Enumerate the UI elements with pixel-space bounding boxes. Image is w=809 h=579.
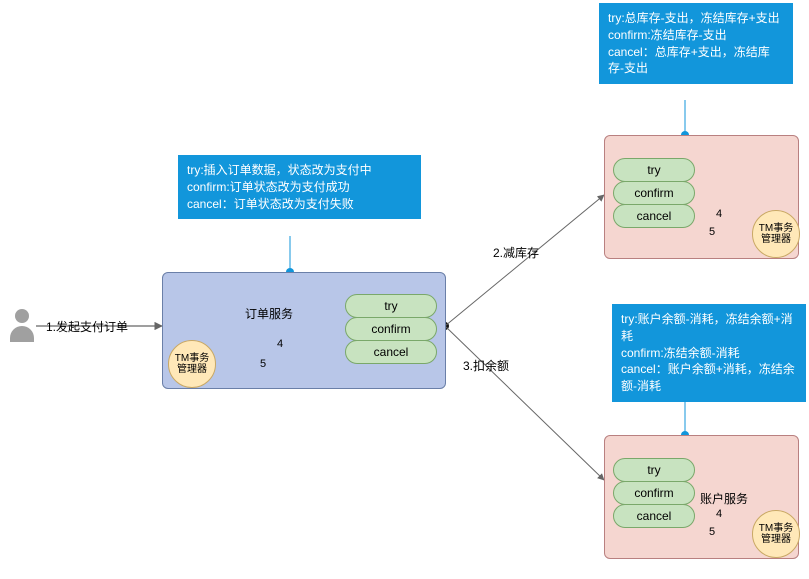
edge-num-order-cancel: 5 [260, 358, 266, 370]
edge-num-stock-cancel: 5 [709, 226, 715, 238]
stock-tm-badge: TM事务 管理器 [752, 210, 800, 258]
order-pill-stack: try confirm cancel [345, 294, 437, 363]
order-pill-confirm: confirm [345, 317, 437, 341]
stock-tm-l1: TM事务 [759, 223, 793, 234]
note-stock-line1: try:总库存-支出，冻结库存+支出 [608, 10, 784, 27]
note-order: try:插入订单数据，状态改为支付中 confirm:订单状态改为支付成功 ca… [178, 155, 421, 219]
label-order-service: 订单服务 [245, 305, 293, 322]
note-order-line2: confirm:订单状态改为支付成功 [187, 179, 412, 196]
note-account: try:账户余额-消耗，冻结余额+消耗 confirm:冻结余额-消耗 canc… [612, 304, 806, 402]
stock-pill-confirm: confirm [613, 181, 695, 205]
stock-pill-cancel: cancel [613, 204, 695, 228]
stock-pill-try: try [613, 158, 695, 182]
account-pill-try: try [613, 458, 695, 482]
label-account-service: 账户服务 [700, 490, 748, 507]
edge-num-account-cancel: 5 [709, 526, 715, 538]
account-tm-l2: 管理器 [759, 534, 793, 545]
label-start: 1.发起支付订单 [46, 318, 128, 335]
order-tm-l2: 管理器 [175, 364, 209, 375]
label-deduct-balance: 3.扣余额 [463, 357, 509, 374]
stock-pill-stack: try confirm cancel [613, 158, 695, 227]
note-account-line2: confirm:冻结余额-消耗 [621, 345, 797, 362]
note-stock: try:总库存-支出，冻结库存+支出 confirm:冻结库存-支出 cance… [599, 3, 793, 84]
order-tm-l1: TM事务 [175, 353, 209, 364]
account-pill-cancel: cancel [613, 504, 695, 528]
note-order-line1: try:插入订单数据，状态改为支付中 [187, 162, 412, 179]
edge-num-account-confirm: 4 [716, 508, 722, 520]
note-order-line3: cancel：订单状态改为支付失败 [187, 196, 412, 213]
note-stock-line3: cancel：总库存+支出，冻结库存-支出 [608, 44, 784, 78]
order-tm-badge: TM事务 管理器 [168, 340, 216, 388]
stock-tm-l2: 管理器 [759, 234, 793, 245]
note-account-line1: try:账户余额-消耗，冻结余额+消耗 [621, 311, 797, 345]
actor-icon [10, 309, 34, 342]
order-pill-cancel: cancel [345, 340, 437, 364]
order-pill-try: try [345, 294, 437, 318]
note-stock-line2: confirm:冻结库存-支出 [608, 27, 784, 44]
note-account-line3: cancel：账户余额+消耗，冻结余额-消耗 [621, 361, 797, 395]
account-pill-confirm: confirm [613, 481, 695, 505]
label-reduce-stock: 2.减库存 [493, 244, 539, 261]
edge-num-stock-confirm: 4 [716, 208, 722, 220]
account-tm-badge: TM事务 管理器 [752, 510, 800, 558]
account-tm-l1: TM事务 [759, 523, 793, 534]
account-pill-stack: try confirm cancel [613, 458, 695, 527]
edge-num-order-confirm: 4 [277, 338, 283, 350]
